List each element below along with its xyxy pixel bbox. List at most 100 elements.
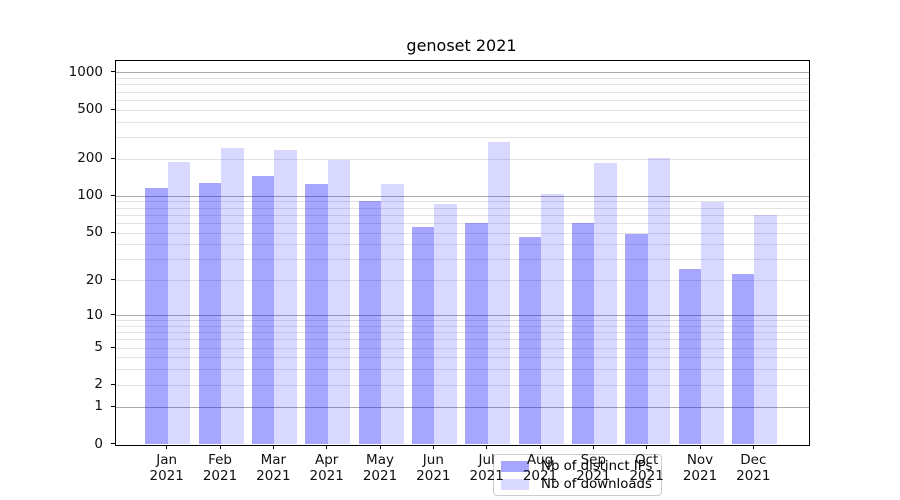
- bar-downloads-apr: [327, 160, 351, 445]
- bar-distinct-ips-jul: [465, 223, 488, 445]
- gridline-minor: [116, 78, 809, 80]
- gridline-minor: [116, 91, 809, 93]
- x-axis-tick: [432, 444, 434, 449]
- x-tick-month: Aug: [526, 451, 554, 468]
- legend: Nb of distinct IPs Nb of downloads: [493, 454, 662, 496]
- bar-distinct-ips-jan: [145, 187, 168, 445]
- bar-distinct-ips-mar: [251, 176, 275, 445]
- bar-distinct-ips-feb: [198, 182, 222, 445]
- gridline-minor: [116, 339, 809, 341]
- gridline-minor: [116, 99, 809, 101]
- gridline-minor: [116, 320, 809, 322]
- x-tick-year: 2021: [736, 468, 771, 484]
- gridline-minor: [116, 332, 809, 334]
- y-axis-tick: [111, 443, 115, 444]
- bar-downloads-aug: [541, 193, 564, 445]
- gridline-minor: [116, 121, 809, 123]
- y-axis-tick: [111, 383, 115, 385]
- y-axis-tick: [111, 71, 115, 73]
- bar-downloads-jan: [167, 162, 191, 445]
- gridline-major: [116, 72, 809, 74]
- gridline-minor: [116, 259, 809, 261]
- x-tick-year: 2021: [469, 468, 504, 484]
- y-tick-label: 10: [85, 306, 103, 323]
- gridline-labeled: [116, 347, 809, 349]
- bar-downloads-mar: [274, 149, 297, 445]
- bar-downloads-jun: [434, 204, 457, 445]
- gridline-minor: [116, 325, 809, 327]
- x-tick-label: Apr 2021: [297, 452, 357, 485]
- x-tick-month: Jan: [156, 451, 178, 468]
- x-tick-year: 2021: [256, 468, 291, 484]
- x-tick-year: 2021: [682, 468, 718, 484]
- x-tick-month: May: [366, 451, 394, 468]
- bar-distinct-ips-nov: [678, 269, 701, 445]
- x-tick-label: Nov 2021: [670, 452, 730, 485]
- y-tick-label: 200: [77, 150, 103, 167]
- bar-downloads-sep: [594, 162, 617, 445]
- bar-distinct-ips-dec: [731, 273, 755, 445]
- y-tick-label: 500: [77, 101, 103, 118]
- x-axis-tick: [646, 444, 648, 449]
- y-axis-tick: [111, 108, 115, 110]
- legend-swatch-downloads: [501, 478, 529, 490]
- y-tick-label: 2: [94, 376, 103, 393]
- x-tick-month: Apr: [315, 451, 339, 468]
- y-axis-tick: [111, 231, 115, 233]
- x-tick-month: Sep: [580, 451, 607, 468]
- legend-entry: Nb of downloads: [501, 475, 654, 493]
- y-tick-label: 100: [77, 187, 103, 204]
- y-tick-label: 20: [85, 271, 103, 288]
- x-tick-year: 2021: [149, 468, 184, 484]
- gridline-labeled: [116, 280, 809, 282]
- x-tick-year: 2021: [202, 468, 238, 484]
- bar-downloads-oct: [647, 157, 671, 445]
- bar-downloads-dec: [754, 214, 777, 445]
- legend-swatch-distinct-ips: [501, 460, 529, 472]
- y-axis-tick: [111, 194, 115, 196]
- y-axis-tick: [111, 405, 115, 407]
- bar-distinct-ips-aug: [518, 237, 541, 445]
- bar-distinct-ips-apr: [305, 184, 328, 445]
- gridline-minor: [116, 369, 809, 371]
- gridline-minor: [116, 137, 809, 139]
- y-axis-tick: [111, 279, 115, 281]
- x-axis-tick: [272, 444, 274, 449]
- bar-distinct-ips-oct: [625, 234, 648, 445]
- chart-title: genoset 2021: [406, 36, 517, 55]
- bar-downloads-jul: [487, 141, 511, 445]
- gridline-major: [116, 315, 809, 317]
- y-axis-tick: [111, 314, 115, 316]
- gridline-minor: [116, 244, 809, 246]
- gridline-minor: [116, 357, 809, 359]
- x-axis-tick: [379, 444, 381, 449]
- gridline-labeled: [116, 109, 809, 111]
- x-axis-tick: [219, 444, 221, 449]
- y-tick-label: 5: [94, 339, 103, 356]
- bar-downloads-feb: [221, 147, 244, 445]
- gridline-minor: [116, 214, 809, 216]
- y-tick-label: 50: [85, 224, 103, 241]
- x-tick-year: 2021: [576, 468, 611, 484]
- x-tick-month: Mar: [260, 451, 287, 468]
- plot-area: Nb of distinct IPs Nb of downloads: [115, 60, 810, 496]
- gridline-major: [116, 195, 809, 197]
- gridline-labeled: [116, 158, 809, 160]
- bar-downloads-nov: [701, 201, 724, 445]
- x-tick-month: Jul: [478, 451, 495, 468]
- x-tick-label: Aug 2021: [510, 452, 570, 485]
- gridline-minor: [116, 84, 809, 86]
- x-tick-label: Dec 2021: [723, 452, 783, 485]
- x-axis-tick: [699, 444, 701, 449]
- x-axis-tick: [486, 444, 488, 449]
- x-axis-tick: [752, 444, 754, 449]
- x-tick-label: Sep 2021: [563, 452, 623, 485]
- x-tick-year: 2021: [309, 468, 344, 484]
- x-tick-month: Dec: [740, 451, 767, 468]
- x-tick-year: 2021: [362, 468, 398, 484]
- x-tick-label: Jan 2021: [137, 452, 197, 485]
- gridline-labeled: [116, 232, 809, 234]
- x-tick-month: Oct: [634, 451, 659, 468]
- x-axis-tick: [326, 444, 328, 449]
- gridline-minor: [116, 207, 809, 209]
